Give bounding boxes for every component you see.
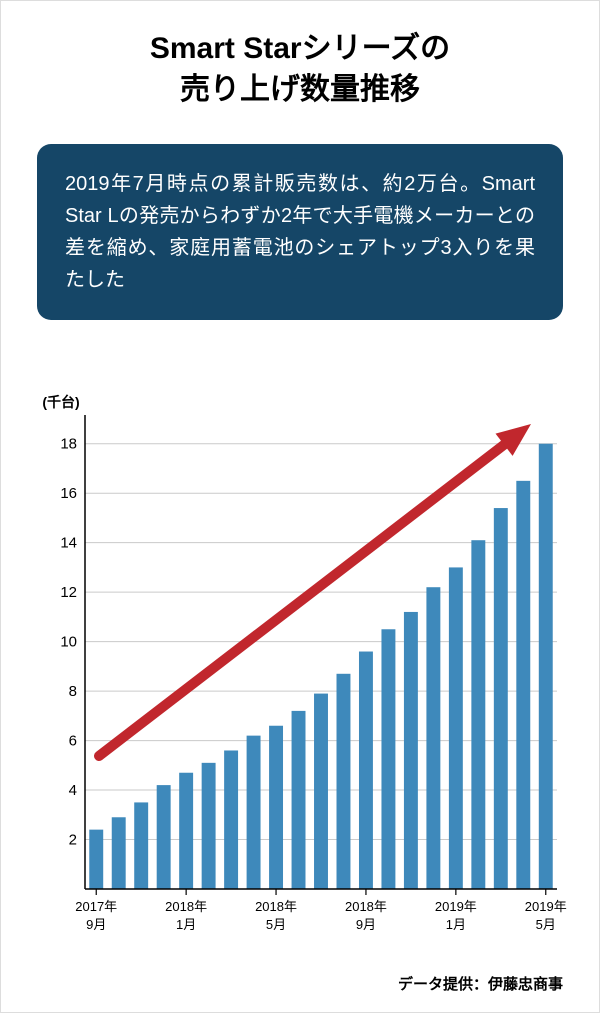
svg-text:16: 16 [60, 485, 77, 502]
title-line2: 売り上げ数量推移 [180, 73, 420, 106]
bar [516, 481, 530, 889]
callout-box: 2019年7月時点の累計販売数は、約2万台。Smart Star Lの発売からわ… [37, 144, 563, 320]
svg-text:5月: 5月 [536, 917, 556, 932]
svg-text:6: 6 [69, 733, 77, 750]
bar [292, 711, 306, 889]
svg-text:5月: 5月 [266, 917, 286, 932]
svg-text:(千台): (千台) [42, 394, 79, 410]
svg-text:14: 14 [60, 535, 77, 552]
bar [89, 830, 103, 889]
svg-text:2019年: 2019年 [525, 899, 567, 914]
bar [494, 508, 508, 889]
svg-text:12: 12 [60, 584, 77, 601]
svg-text:9月: 9月 [356, 917, 376, 932]
svg-text:9月: 9月 [86, 917, 106, 932]
bar [202, 763, 216, 889]
bar [539, 444, 553, 889]
sales-bar-chart: 2 4 6 8 10 12 14 16 18 (千台) 2017年 9月 2018年 1月 2018年 5月 2… [33, 389, 569, 949]
bar [381, 629, 395, 889]
bar [449, 567, 463, 889]
svg-text:2018年: 2018年 [165, 899, 207, 914]
bar [134, 802, 148, 889]
bar [157, 785, 171, 889]
svg-text:1月: 1月 [176, 917, 196, 932]
svg-text:2018年: 2018年 [255, 899, 297, 914]
svg-text:2018年: 2018年 [345, 899, 387, 914]
svg-text:4: 4 [69, 782, 77, 799]
page-title: Smart Starシリーズの 売り上げ数量推移 [1, 1, 599, 110]
bar [269, 726, 283, 889]
bar [359, 652, 373, 889]
bar [471, 540, 485, 889]
bar [337, 674, 351, 889]
svg-text:2: 2 [69, 832, 77, 849]
callout-text: 2019年7月時点の累計販売数は、約2万台。Smart Star Lの発売からわ… [65, 173, 535, 291]
svg-text:1月: 1月 [446, 917, 466, 932]
bar [426, 587, 440, 889]
bar [179, 773, 193, 889]
svg-text:2019年: 2019年 [435, 899, 477, 914]
bar [224, 750, 238, 889]
bar [112, 817, 126, 889]
title-line1: Smart Starシリーズの [150, 32, 450, 65]
bar [314, 694, 328, 889]
chart-container: 2 4 6 8 10 12 14 16 18 (千台) 2017年 9月 2018年 1月 2018年 5月 2… [33, 389, 567, 949]
svg-text:10: 10 [60, 634, 77, 651]
svg-text:2017年: 2017年 [75, 899, 117, 914]
bar [404, 612, 418, 889]
svg-text:8: 8 [69, 683, 77, 700]
bar [247, 736, 261, 889]
data-credit: データ提供：伊藤忠商事 [398, 973, 563, 994]
svg-text:18: 18 [60, 436, 77, 453]
